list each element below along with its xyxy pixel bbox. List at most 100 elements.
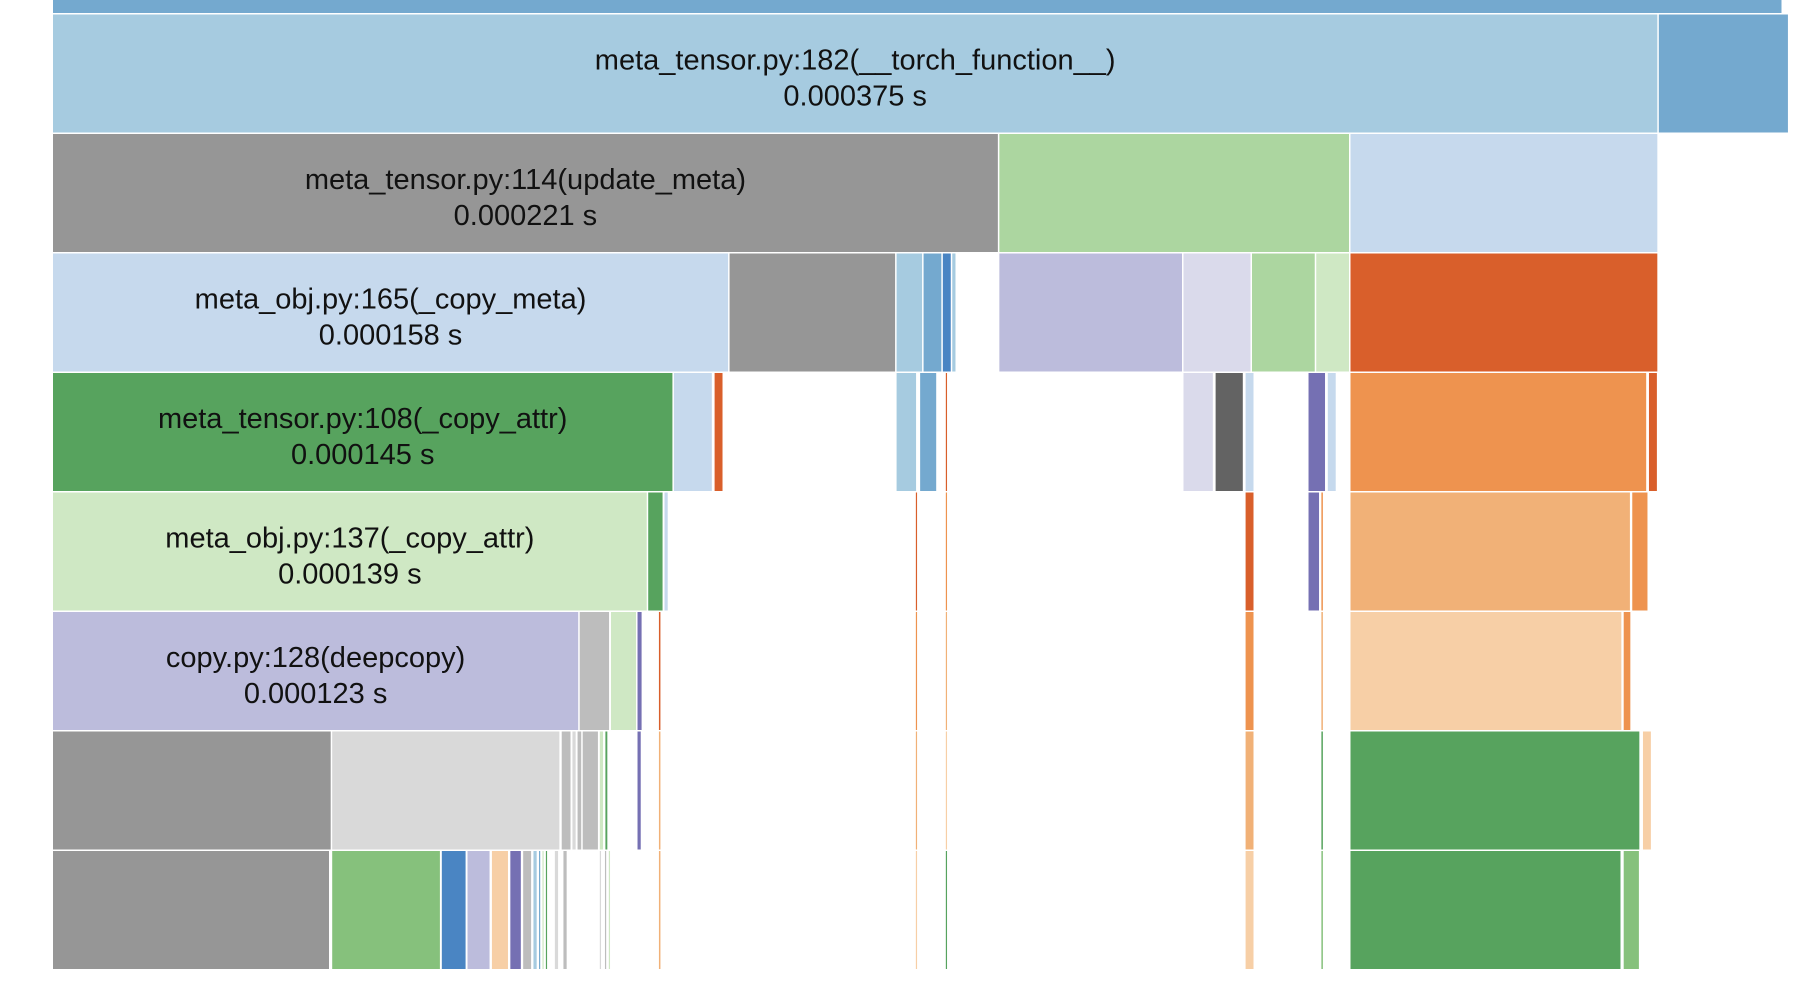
frame-1-0[interactable]: [53, 14, 1658, 133]
frame-cell[interactable]: [1321, 731, 1323, 850]
frame-cell[interactable]: [920, 373, 937, 491]
frame-cell[interactable]: [545, 851, 548, 969]
frame-time-label: 0.000145 s: [291, 439, 435, 471]
frame-name-label: meta_tensor.py:114(update_meta): [305, 164, 746, 196]
frame-cell[interactable]: [658, 731, 661, 850]
frame-cell[interactable]: [1245, 373, 1254, 491]
frame-cell[interactable]: [510, 851, 521, 969]
frame-cell[interactable]: [533, 851, 537, 969]
frame-cell[interactable]: [952, 253, 956, 372]
frame-cell[interactable]: [1632, 492, 1648, 611]
frame-cell[interactable]: [945, 612, 948, 730]
frame-cell[interactable]: [999, 253, 1182, 372]
frame-cell[interactable]: [1245, 731, 1254, 850]
frame-cell[interactable]: [1350, 731, 1640, 850]
frame-cell[interactable]: [604, 851, 607, 969]
frame-cell[interactable]: [915, 612, 918, 730]
frame-cell[interactable]: [572, 731, 576, 850]
frame-cell[interactable]: [915, 492, 918, 611]
frame-cell[interactable]: [599, 731, 604, 850]
frame-cell[interactable]: [1245, 851, 1254, 969]
frame-2-0[interactable]: [53, 134, 998, 252]
frame-cell[interactable]: [923, 253, 942, 372]
frame-cell[interactable]: [945, 492, 948, 611]
frame-time-label: 0.000158 s: [319, 319, 463, 351]
frame-cell[interactable]: [605, 731, 608, 850]
frame-cell[interactable]: [561, 731, 571, 850]
frame-cell[interactable]: [542, 851, 544, 969]
frame-cell[interactable]: [332, 731, 560, 850]
frame-name-label: meta_obj.py:137(_copy_attr): [165, 522, 534, 554]
frame-cell[interactable]: [664, 492, 668, 611]
frame-time-label: 0.000139 s: [278, 558, 422, 590]
frame-cell[interactable]: [563, 851, 567, 969]
frame-cell[interactable]: [896, 373, 917, 491]
frame-cell[interactable]: [1350, 373, 1647, 491]
frame-cell[interactable]: [999, 134, 1349, 252]
icicle-labels: meta_tensor.py:182(__torch_function__) 0.…: [158, 44, 1116, 710]
frame-cell[interactable]: [714, 373, 723, 491]
frame-cell[interactable]: [1642, 731, 1651, 850]
frame-cell[interactable]: [1623, 612, 1631, 730]
frame-cell[interactable]: [942, 253, 951, 372]
frame-name-label: meta_tensor.py:182(__torch_function__): [595, 44, 1116, 76]
frame-cell[interactable]: [1183, 373, 1213, 491]
frame-cell[interactable]: [1245, 612, 1254, 730]
frame-cell[interactable]: [53, 851, 329, 969]
frame-cell[interactable]: [1350, 612, 1622, 730]
frame-cell[interactable]: [523, 851, 532, 969]
frame-cell[interactable]: [729, 253, 896, 372]
frame-4-0[interactable]: [53, 373, 673, 491]
frame-cell[interactable]: [648, 492, 663, 611]
frame-cell[interactable]: [539, 851, 541, 969]
frame-name-label: copy.py:128(deepcopy): [166, 642, 465, 674]
frame-cell[interactable]: [579, 612, 610, 730]
frame-cell[interactable]: [1327, 373, 1336, 491]
frame-cell[interactable]: [637, 612, 642, 730]
frame-cell[interactable]: [1321, 492, 1323, 611]
frame-cell[interactable]: [915, 731, 918, 850]
frame-cell[interactable]: [441, 851, 466, 969]
frame-cell[interactable]: [1308, 373, 1326, 491]
frame-name-label: meta_tensor.py:108(_copy_attr): [158, 403, 567, 435]
frame-cell[interactable]: [554, 851, 559, 969]
frame-cell[interactable]: [1215, 373, 1243, 491]
frame-cell[interactable]: [1658, 14, 1788, 133]
frame-cell[interactable]: [332, 851, 440, 969]
frame-cell[interactable]: [1183, 253, 1251, 372]
frame-cell[interactable]: [610, 612, 637, 730]
frame-cell[interactable]: [599, 851, 602, 969]
frame-cell[interactable]: [673, 373, 712, 491]
frame-cell[interactable]: [1245, 492, 1254, 611]
frame-cell[interactable]: [945, 731, 948, 850]
frame-5-0[interactable]: [53, 492, 647, 611]
frame-cell[interactable]: [1350, 492, 1630, 611]
frame-cell[interactable]: [1308, 492, 1320, 611]
frame-cell[interactable]: [1321, 612, 1323, 730]
frame-6-0[interactable]: [53, 612, 579, 730]
frame-cell[interactable]: [1350, 851, 1621, 969]
frame-cell[interactable]: [1321, 851, 1323, 969]
frame-cell[interactable]: [577, 731, 582, 850]
frame-cell[interactable]: [1350, 253, 1658, 372]
frame-cell[interactable]: [467, 851, 490, 969]
frame-cell[interactable]: [637, 731, 641, 850]
frame-3-0[interactable]: [53, 253, 729, 372]
frame-cell[interactable]: [1623, 851, 1639, 969]
frame-cell[interactable]: [1316, 253, 1349, 372]
frame-cell[interactable]: [582, 731, 598, 850]
frame-cell[interactable]: [1350, 134, 1658, 252]
frame-cell[interactable]: [945, 373, 948, 491]
frame-cell[interactable]: [53, 731, 331, 850]
frame-cell[interactable]: [1252, 253, 1315, 372]
frame-cell[interactable]: [1648, 373, 1657, 491]
frame-cell[interactable]: [915, 851, 918, 969]
frame-cell[interactable]: [658, 612, 661, 730]
frame-cell[interactable]: [608, 851, 611, 969]
frame-cell[interactable]: [658, 851, 661, 969]
frame-cell[interactable]: [491, 851, 508, 969]
frame-cell[interactable]: [53, 0, 1782, 13]
frame-cell[interactable]: [945, 851, 948, 969]
frame-cell[interactable]: [896, 253, 923, 372]
